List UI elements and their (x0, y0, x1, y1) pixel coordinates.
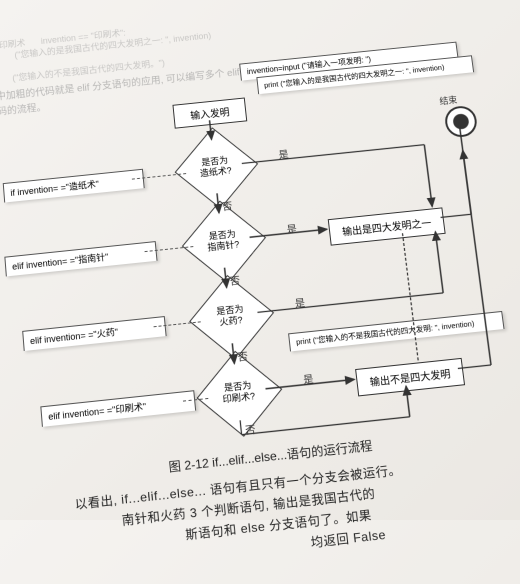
flow-lines (0, 0, 520, 553)
